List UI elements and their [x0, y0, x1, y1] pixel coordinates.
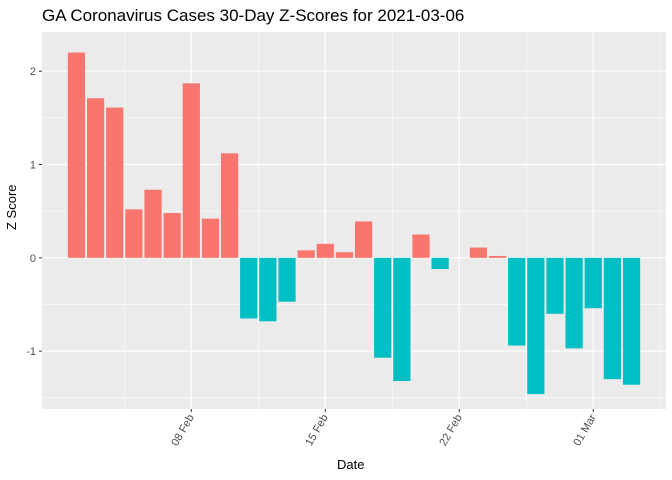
y-tick-label: 0: [30, 253, 36, 265]
bar-2021-02-24: [488, 255, 507, 258]
bar-2021-02-08: [182, 83, 200, 258]
bar-2021-02-11: [240, 257, 258, 319]
x-tick-label: 22 Feb: [437, 413, 465, 449]
x-tick-label: 08 Feb: [169, 413, 197, 449]
y-axis-label: Z Score: [4, 184, 19, 230]
x-tick-label: 01 Mar: [571, 412, 599, 448]
bar-2021-02-06: [144, 189, 162, 258]
bar-2021-03-02: [603, 257, 622, 380]
bar-2021-02-27: [546, 257, 564, 314]
bar-2021-02-12: [259, 257, 277, 322]
bar-2021-02-28: [565, 257, 583, 349]
bar-2021-02-17: [354, 221, 373, 258]
y-tick-label: 2: [30, 66, 36, 78]
bar-2021-02-21: [431, 257, 449, 270]
y-tick-label: 1: [30, 160, 36, 172]
y-axis-ticks: 2 1 0 -1: [26, 66, 42, 358]
y-tick-label: -1: [26, 346, 36, 358]
bar-2021-02-05: [125, 209, 143, 258]
bar-2021-02-16: [335, 252, 354, 258]
x-tick-label: 15 Feb: [303, 413, 331, 449]
bar-2021-02-15: [316, 243, 334, 258]
x-axis-ticks: 08 Feb 15 Feb 22 Feb 01 Mar: [169, 409, 599, 448]
x-axis-label: Date: [337, 457, 365, 472]
bar-2021-02-18: [374, 257, 392, 358]
bar-2021-02-03: [86, 98, 105, 258]
bar-2021-02-09: [201, 218, 220, 258]
bar-2021-02-07: [163, 213, 181, 258]
bar-2021-02-26: [527, 257, 545, 395]
bar-2021-02-02: [67, 52, 86, 258]
bar-2021-03-01: [584, 257, 602, 309]
bar-2021-03-03: [622, 257, 641, 385]
grid-minor: [42, 32, 666, 409]
bar-2021-02-10: [220, 153, 239, 258]
bar-2021-02-25: [508, 257, 526, 346]
chart-title: GA Coronavirus Cases 30-Day Z-Scores for…: [42, 6, 465, 25]
bar-2021-02-23: [469, 247, 488, 258]
bar-2021-02-14: [297, 250, 315, 258]
bar-2021-02-20: [412, 234, 430, 258]
bar-2021-02-19: [393, 257, 411, 382]
bar-2021-02-13: [278, 257, 296, 302]
bar-2021-02-04: [106, 107, 124, 258]
bars: [67, 52, 641, 395]
